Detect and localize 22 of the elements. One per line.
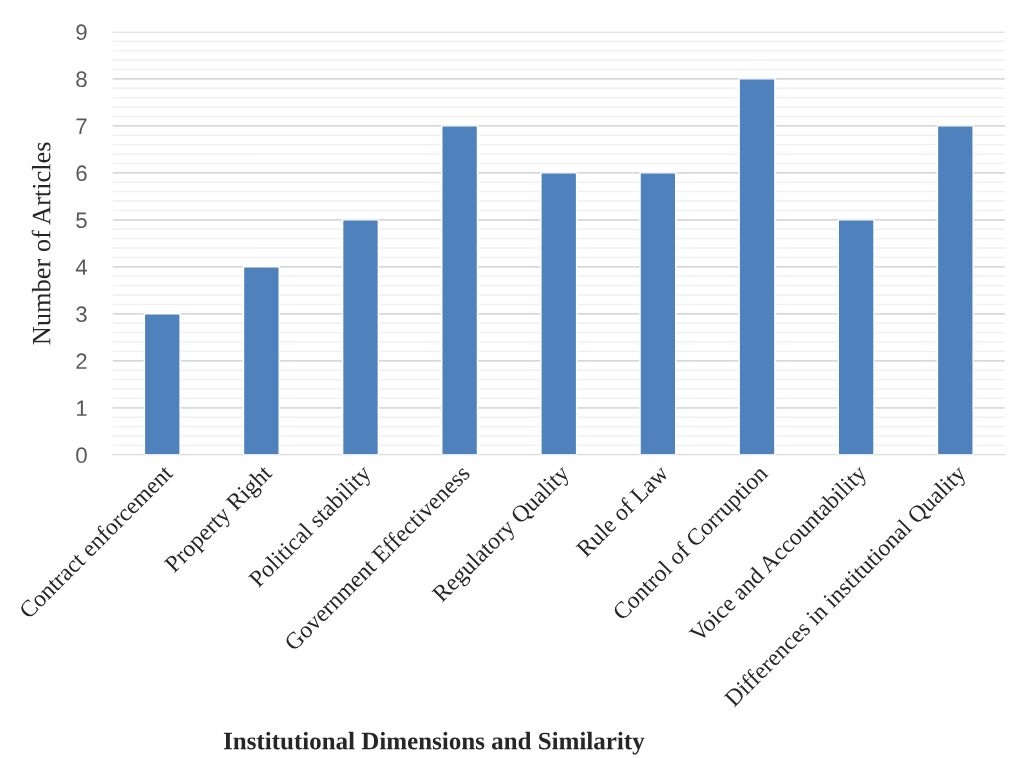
x-axis-title: Institutional Dimensions and Similarity: [223, 731, 645, 755]
x-tick-label: Rule of Law: [574, 463, 670, 558]
y-tick-label: 0: [76, 447, 87, 464]
bar: [242, 266, 280, 455]
y-tick-label: 5: [76, 212, 87, 229]
y-tick-label: 3: [76, 306, 87, 323]
y-tick-label: 6: [76, 165, 87, 182]
y-tick-label: 1: [77, 400, 87, 416]
y-tick-label: 8: [76, 71, 87, 88]
bar: [936, 125, 974, 455]
y-tick-label: 7: [76, 118, 87, 134]
bar: [837, 219, 875, 455]
bar: [441, 125, 479, 455]
bar: [143, 313, 181, 455]
y-axis-title: Number of Articles: [31, 142, 51, 345]
bar: [639, 172, 677, 455]
bar: [341, 219, 380, 455]
bar: [540, 172, 578, 455]
y-tick-label: 9: [76, 24, 87, 41]
y-tick-label: 4: [75, 259, 88, 275]
bar: [738, 78, 776, 455]
y-tick-label: 2: [76, 353, 87, 369]
